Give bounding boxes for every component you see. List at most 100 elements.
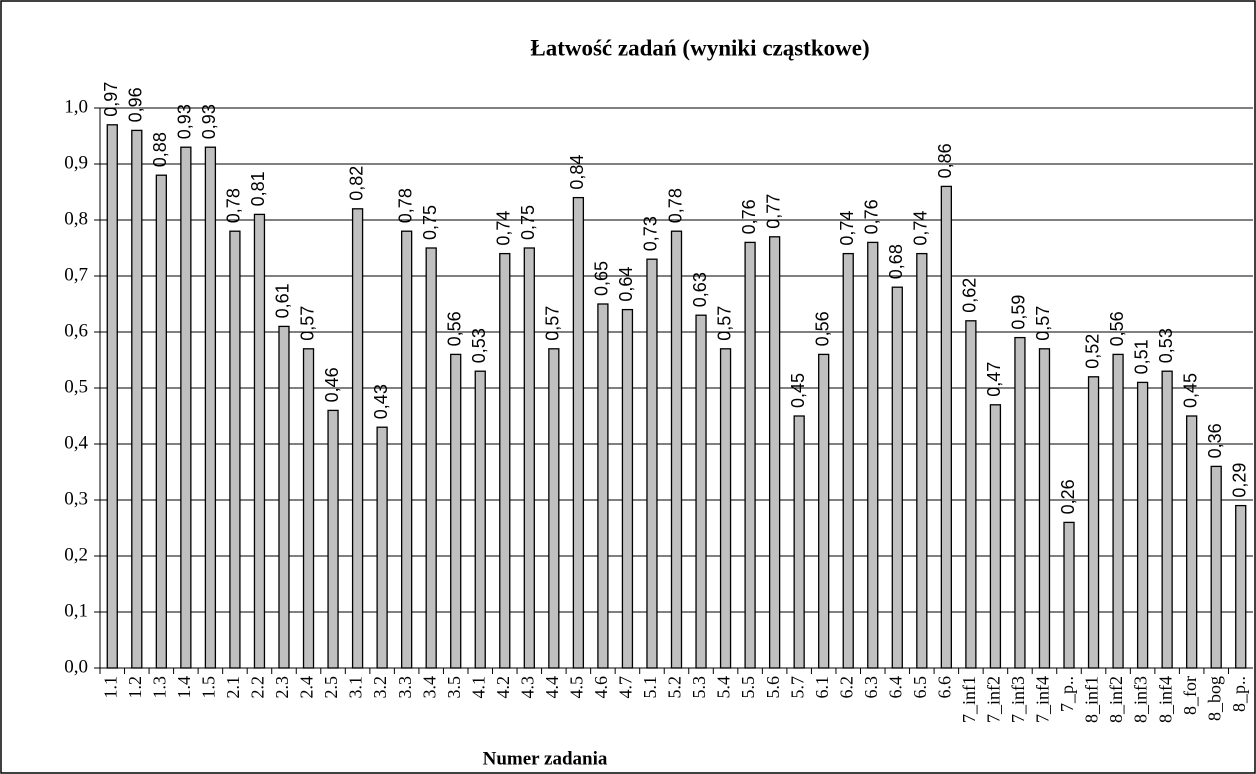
x-tick-label: 2.2	[248, 676, 268, 699]
x-tick-label: 5.5	[738, 676, 758, 699]
x-tick-label: 6.4	[885, 676, 905, 699]
bar	[376, 426, 388, 669]
bar	[768, 236, 781, 669]
x-tick-label: 6.3	[861, 676, 881, 699]
value-label: 0,75	[518, 205, 538, 240]
bar	[744, 241, 756, 669]
x-tick-label: 8_inf2	[1106, 676, 1126, 723]
y-tick-label: 0,9	[64, 152, 88, 173]
x-tick-label: 5.6	[763, 676, 783, 699]
value-label: 0,46	[322, 367, 342, 402]
bar	[670, 230, 683, 669]
bar	[204, 146, 217, 669]
bar	[180, 146, 192, 669]
value-label: 0,53	[1156, 328, 1176, 363]
bar	[1087, 376, 1100, 669]
value-label: 0,82	[346, 166, 366, 201]
value-label: 0,75	[420, 205, 440, 240]
bar	[867, 241, 879, 669]
bar	[695, 314, 707, 669]
value-label: 0,47	[984, 362, 1004, 397]
value-label: 0,63	[690, 272, 710, 307]
value-label: 0,59	[1009, 295, 1029, 330]
value-label: 0,61	[273, 283, 293, 318]
bar	[253, 213, 266, 669]
bar	[548, 348, 560, 669]
bar	[1014, 336, 1026, 669]
x-tick-label: 8_bog	[1204, 676, 1224, 721]
x-tick-label: 1.1	[100, 676, 120, 699]
bar	[621, 308, 634, 669]
value-label: 0,64	[616, 267, 636, 302]
bar	[229, 230, 241, 669]
value-label: 0,45	[1180, 373, 1200, 408]
bar	[1161, 370, 1173, 669]
x-tick-label: 4.3	[517, 676, 537, 699]
bar	[523, 247, 535, 669]
y-tick-label: 0,4	[64, 432, 88, 453]
bar	[327, 409, 339, 669]
value-label: 0,93	[175, 104, 195, 139]
x-tick-label: 3.2	[370, 676, 390, 699]
bar	[965, 320, 977, 669]
bar	[1210, 465, 1222, 669]
bar	[597, 303, 609, 669]
chart-title: Łatwość zadań (wyniki cząstkowe)	[530, 35, 869, 60]
value-label: 0,96	[126, 87, 146, 122]
bar	[646, 258, 658, 669]
bar	[474, 370, 486, 669]
value-label: 0,68	[886, 244, 906, 279]
x-tick-label: 2.5	[321, 676, 341, 699]
x-tick-label: 5.2	[665, 676, 685, 699]
x-axis-label: Numer zadania	[483, 748, 608, 769]
x-tick-label: 8_inf1	[1082, 676, 1102, 723]
x-tick-label: 4.7	[616, 676, 636, 699]
value-label: 0,36	[1205, 423, 1225, 458]
x-tick-label: 7_p..	[1057, 676, 1077, 712]
bar	[131, 129, 143, 669]
x-tick-label: 6.2	[836, 676, 856, 699]
bar	[989, 404, 1002, 669]
bar	[1038, 348, 1051, 669]
bar	[818, 353, 830, 669]
bar	[1063, 521, 1075, 669]
x-tick-label: 1.2	[125, 676, 145, 699]
x-tick-label: 6.6	[934, 676, 954, 699]
x-tick-label: 3.3	[395, 676, 415, 699]
x-tick-label: 8_p..	[1229, 676, 1249, 712]
x-tick-label: 2.3	[272, 676, 292, 699]
value-label: 0,76	[862, 199, 882, 234]
value-label: 0,56	[444, 311, 464, 346]
value-label: 0,97	[101, 82, 121, 117]
y-tick-label: 0,0	[64, 656, 88, 677]
value-label: 0,74	[837, 211, 857, 246]
x-tick-label: 2.4	[297, 676, 317, 699]
value-label: 0,78	[395, 188, 415, 223]
bar	[499, 252, 511, 669]
x-tick-label: 7_inf4	[1033, 676, 1053, 723]
bar	[155, 174, 167, 669]
bar	[1112, 353, 1124, 669]
y-tick-label: 0,8	[64, 208, 88, 229]
value-label: 0,29	[1229, 463, 1249, 498]
x-tick-label: 4.1	[468, 676, 488, 699]
x-tick-label: 8_inf3	[1131, 676, 1151, 723]
value-label: 0,86	[935, 143, 955, 178]
value-label: 0,26	[1058, 479, 1078, 514]
value-label: 0,65	[592, 261, 612, 296]
x-tick-label: 5.1	[640, 676, 660, 699]
bar	[400, 230, 413, 669]
value-label: 0,93	[199, 104, 219, 139]
x-tick-label: 4.5	[566, 676, 586, 699]
y-tick-label: 0,1	[64, 600, 88, 621]
bar	[302, 348, 315, 669]
value-label: 0,51	[1131, 339, 1151, 374]
bar	[450, 353, 462, 669]
bar	[106, 124, 118, 669]
value-label: 0,84	[567, 155, 587, 190]
value-label: 0,76	[739, 199, 759, 234]
y-tick-label: 1,0	[64, 96, 88, 117]
x-tick-label: 5.3	[689, 676, 709, 699]
value-label: 0,78	[224, 188, 244, 223]
